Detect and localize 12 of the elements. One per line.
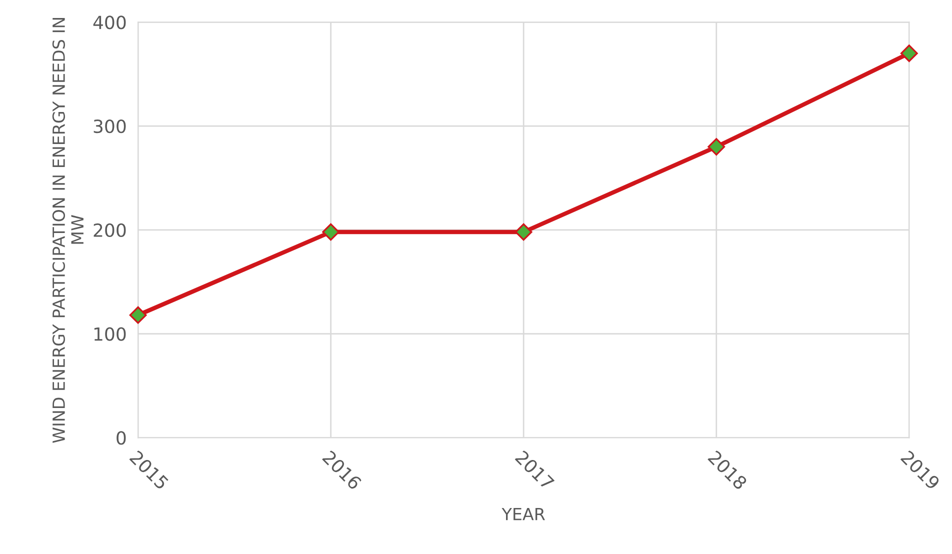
point bbox=[708, 138, 726, 156]
point bbox=[322, 223, 340, 241]
x-axis-title: YEAR bbox=[502, 508, 545, 520]
point bbox=[900, 44, 918, 62]
y-tick-label: 400 bbox=[93, 16, 126, 30]
y-axis-title: WIND ENERGY PARTICIPATION IN ENERGY NEEDS IN MW bbox=[52, 18, 84, 443]
y-tick-label: 300 bbox=[94, 119, 126, 134]
y-tick-label: 200 bbox=[94, 223, 126, 238]
point bbox=[514, 223, 532, 241]
y-tick-label: 0 bbox=[116, 431, 126, 445]
point bbox=[129, 306, 147, 324]
y-tick-label: 100 bbox=[94, 327, 126, 341]
